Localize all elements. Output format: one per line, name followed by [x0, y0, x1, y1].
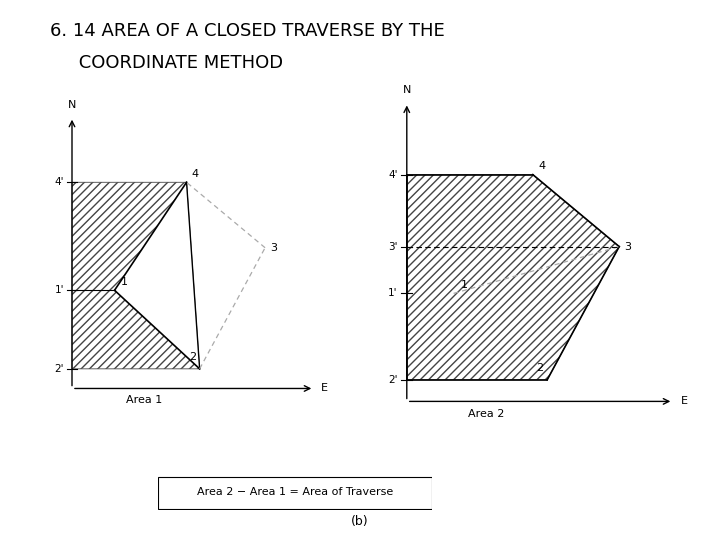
- Text: 1': 1': [54, 285, 64, 295]
- Text: 2': 2': [388, 375, 397, 385]
- Text: Area 1: Area 1: [126, 395, 162, 405]
- Text: 4: 4: [192, 169, 199, 179]
- Text: 1: 1: [121, 277, 128, 287]
- Text: 1': 1': [388, 288, 397, 299]
- Text: 3: 3: [625, 241, 631, 252]
- Text: 1: 1: [461, 280, 468, 290]
- Text: 3: 3: [270, 243, 277, 253]
- Polygon shape: [407, 174, 619, 380]
- Text: E: E: [320, 383, 328, 394]
- Text: N: N: [402, 85, 411, 96]
- Text: N: N: [68, 100, 76, 110]
- FancyBboxPatch shape: [158, 477, 432, 509]
- Polygon shape: [72, 183, 199, 369]
- Text: 4': 4': [54, 177, 64, 187]
- Text: 4': 4': [388, 170, 397, 180]
- Text: (b): (b): [351, 515, 369, 528]
- Text: 2: 2: [189, 352, 197, 362]
- Text: 2: 2: [536, 362, 544, 373]
- Text: Area 2 − Area 1 = Area of Traverse: Area 2 − Area 1 = Area of Traverse: [197, 487, 393, 497]
- Text: Area 2: Area 2: [468, 409, 504, 419]
- Text: 4: 4: [539, 161, 545, 171]
- Text: 2': 2': [54, 364, 64, 374]
- Polygon shape: [114, 183, 199, 369]
- Text: E: E: [680, 396, 688, 407]
- Text: COORDINATE METHOD: COORDINATE METHOD: [50, 54, 284, 72]
- Text: 3': 3': [388, 241, 397, 252]
- Text: 6. 14 AREA OF A CLOSED TRAVERSE BY THE: 6. 14 AREA OF A CLOSED TRAVERSE BY THE: [50, 22, 445, 39]
